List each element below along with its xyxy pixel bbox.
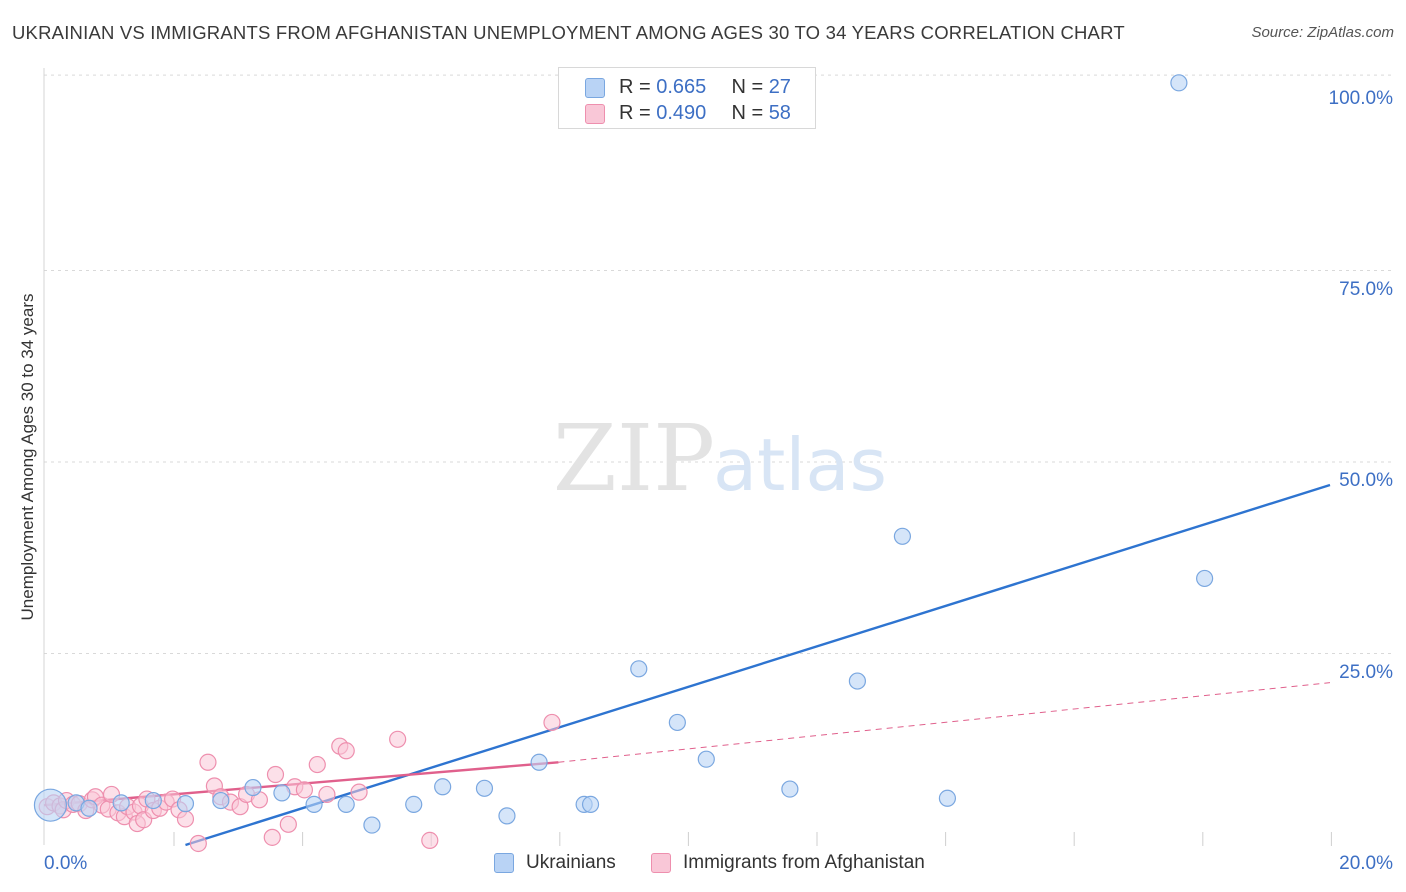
watermark: ZIP atlas bbox=[553, 405, 887, 512]
data-point-ukrainians bbox=[530, 753, 548, 771]
legend-label-afghanistan: Immigrants from Afghanistan bbox=[683, 852, 925, 873]
data-point-afghanistan bbox=[350, 783, 368, 801]
data-point-afghanistan bbox=[318, 785, 336, 804]
data-point-afghanistan bbox=[295, 781, 314, 799]
data-point-ukrainians bbox=[697, 750, 715, 768]
legend-n-value: 27 bbox=[768, 76, 791, 98]
data-point-afghanistan bbox=[543, 713, 561, 732]
y-tick-label: 50.0% bbox=[1339, 470, 1393, 491]
chart-title: UKRAINIAN VS IMMIGRANTS FROM AFGHANISTAN… bbox=[12, 22, 1125, 43]
data-point-afghanistan bbox=[279, 815, 297, 833]
data-point-ukrainians bbox=[1196, 569, 1214, 588]
data-point-afghanistan bbox=[263, 828, 281, 846]
data-point-ukrainians bbox=[781, 780, 799, 798]
data-point-ukrainians bbox=[112, 794, 130, 812]
data-point-ukrainians bbox=[337, 795, 355, 814]
legend-n-value: 58 bbox=[768, 102, 791, 124]
data-point-ukrainians bbox=[273, 784, 291, 802]
legend-r-label: R = bbox=[619, 102, 657, 124]
correlation-legend: R = 0.665 N = 27 R = 0.490 N = 58 bbox=[558, 67, 816, 129]
legend-swatch-blue bbox=[494, 853, 514, 873]
legend-n-label: N = bbox=[731, 76, 769, 98]
axes bbox=[43, 68, 1332, 846]
data-point-afghanistan bbox=[266, 765, 285, 784]
x-tick-label: 0.0% bbox=[44, 853, 87, 874]
data-point-ukrainians bbox=[144, 791, 162, 810]
legend-swatch-blue bbox=[585, 78, 605, 98]
data-point-ukrainians bbox=[581, 795, 600, 814]
legend-label-ukrainians: Ukrainians bbox=[526, 852, 616, 873]
series-legend: Ukrainians Immigrants from Afghanistan bbox=[0, 852, 1406, 878]
watermark-atlas: atlas bbox=[713, 423, 887, 507]
source-label: Source: ZipAtlas.com bbox=[1251, 24, 1394, 41]
data-points bbox=[33, 74, 1214, 853]
legend-n-label: N = bbox=[731, 102, 769, 124]
data-point-afghanistan bbox=[199, 753, 217, 771]
data-point-afghanistan bbox=[337, 742, 355, 760]
tick-labels: 25.0% 50.0% 75.0% 100.0% 0.0% 20.0% bbox=[44, 88, 1393, 874]
legend-r-value: 0.665 bbox=[656, 76, 707, 98]
data-point-ukrainians bbox=[668, 713, 686, 732]
trend-line-afghanistan-extension bbox=[558, 682, 1331, 763]
data-point-ukrainians bbox=[848, 672, 866, 690]
y-tick-label: 25.0% bbox=[1339, 662, 1393, 683]
y-tick-label: 75.0% bbox=[1339, 279, 1393, 300]
data-point-ukrainians bbox=[212, 791, 230, 810]
data-point-ukrainians bbox=[475, 779, 494, 797]
data-point-afghanistan bbox=[389, 730, 407, 748]
data-point-ukrainians bbox=[80, 799, 98, 817]
data-point-ukrainians bbox=[176, 795, 195, 813]
data-point-ukrainians bbox=[630, 660, 648, 678]
trend-line-ukrainians bbox=[185, 483, 1331, 847]
data-point-ukrainians bbox=[938, 789, 957, 807]
watermark-zip: ZIP bbox=[553, 405, 715, 512]
data-point-afghanistan bbox=[189, 834, 207, 853]
legend-r-value: 0.490 bbox=[656, 102, 707, 124]
data-point-afghanistan bbox=[308, 755, 326, 774]
data-point-ukrainians bbox=[244, 778, 262, 797]
gridlines bbox=[44, 74, 1392, 654]
x-tick-label: 20.0% bbox=[1339, 853, 1393, 874]
legend-swatch-pink bbox=[585, 104, 605, 124]
data-point-afghanistan bbox=[176, 810, 195, 828]
y-tick-label: 100.0% bbox=[1329, 88, 1394, 109]
trend-lines bbox=[43, 483, 1331, 847]
data-point-ukrainians bbox=[498, 807, 516, 825]
data-point-ukrainians bbox=[1170, 74, 1188, 92]
data-point-ukrainians bbox=[305, 795, 323, 814]
legend-swatch-pink bbox=[651, 853, 671, 873]
data-point-ukrainians bbox=[33, 788, 68, 822]
data-point-ukrainians bbox=[434, 778, 452, 796]
data-point-ukrainians bbox=[893, 527, 912, 545]
data-point-ukrainians bbox=[363, 816, 381, 834]
data-point-ukrainians bbox=[405, 795, 423, 814]
data-point-afghanistan bbox=[421, 831, 439, 850]
legend-r-label: R = bbox=[619, 76, 657, 98]
